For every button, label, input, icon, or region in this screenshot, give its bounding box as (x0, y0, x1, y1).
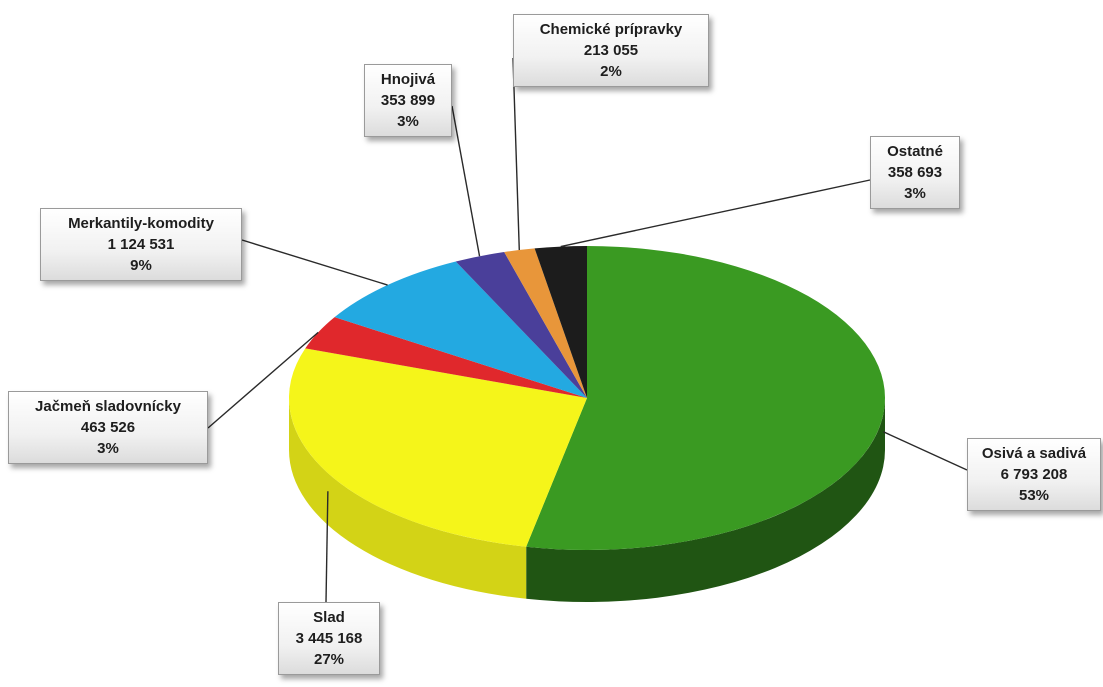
leader-line-merkantily-komodity (241, 239, 388, 286)
slice-label-value: 6 793 208 (1000, 466, 1068, 483)
pie-side-slad (289, 398, 527, 599)
leader-line-ostatne (560, 179, 871, 248)
slice-label-name: Hnojivá (380, 71, 436, 88)
pie-slice-chemicke-pripravky (504, 248, 587, 398)
slice-label-merkantily-komodity: Merkantily-komodity 1 124 531 9% (40, 208, 242, 281)
slice-label-name: Ostatné (887, 143, 943, 160)
slice-label-value: 213 055 (583, 42, 639, 59)
leader-line-jacmen-sladovnicky (207, 331, 319, 429)
pie-slice-merkantily-komodity (334, 261, 587, 398)
slice-label-percent: 3% (397, 113, 419, 130)
pie-slice-osiva-a-sadiva (526, 246, 885, 550)
slice-label-value: 1 124 531 (107, 236, 175, 253)
slice-label-percent: 3% (97, 440, 119, 457)
pie-top-layer (289, 246, 885, 550)
pie-slice-jacmen-sladovnicky (305, 317, 587, 398)
slice-label-value: 3 445 168 (295, 630, 363, 647)
leader-line-chemicke-pripravky (512, 57, 520, 250)
pie-side-osiva-a-sadiva (526, 398, 885, 603)
pie-depth-layer (289, 398, 885, 603)
leader-lines (207, 57, 968, 603)
slice-label-name: Jačmeň sladovnícky (35, 398, 181, 415)
slice-label-chemicke-pripravky: Chemické prípravky 213 055 2% (513, 14, 709, 87)
slice-label-jacmen-sladovnicky: Jačmeň sladovnícky 463 526 3% (8, 391, 208, 464)
slice-label-hnojiva: Hnojivá 353 899 3% (364, 64, 452, 137)
slice-label-osiva-a-sadiva: Osivá a sadivá 6 793 208 53% (967, 438, 1101, 511)
slice-label-percent: 3% (904, 185, 926, 202)
leader-line-osiva-a-sadiva (883, 431, 968, 471)
slice-label-value: 358 693 (887, 164, 943, 181)
slice-label-name: Merkantily-komodity (68, 215, 214, 232)
pie-slice-hnojiva (455, 251, 587, 398)
slice-label-slad: Slad 3 445 168 27% (278, 602, 380, 675)
slice-label-name: Osivá a sadivá (981, 445, 1087, 462)
slice-label-percent: 53% (1018, 487, 1050, 504)
slice-label-percent: 2% (600, 63, 622, 80)
slice-label-ostatne: Ostatné 358 693 3% (870, 136, 960, 209)
slice-label-value: 463 526 (80, 419, 136, 436)
leader-line-hnojiva (451, 105, 481, 257)
slice-label-percent: 9% (130, 257, 152, 274)
slice-label-value: 353 899 (380, 92, 436, 109)
pie-slice-slad (289, 348, 587, 547)
leader-line-slad (325, 491, 329, 603)
slice-label-percent: 27% (313, 651, 345, 668)
slice-label-name: Slad (313, 609, 345, 626)
slice-label-name: Chemické prípravky (539, 21, 683, 38)
pie-slice-ostatne (534, 246, 587, 398)
